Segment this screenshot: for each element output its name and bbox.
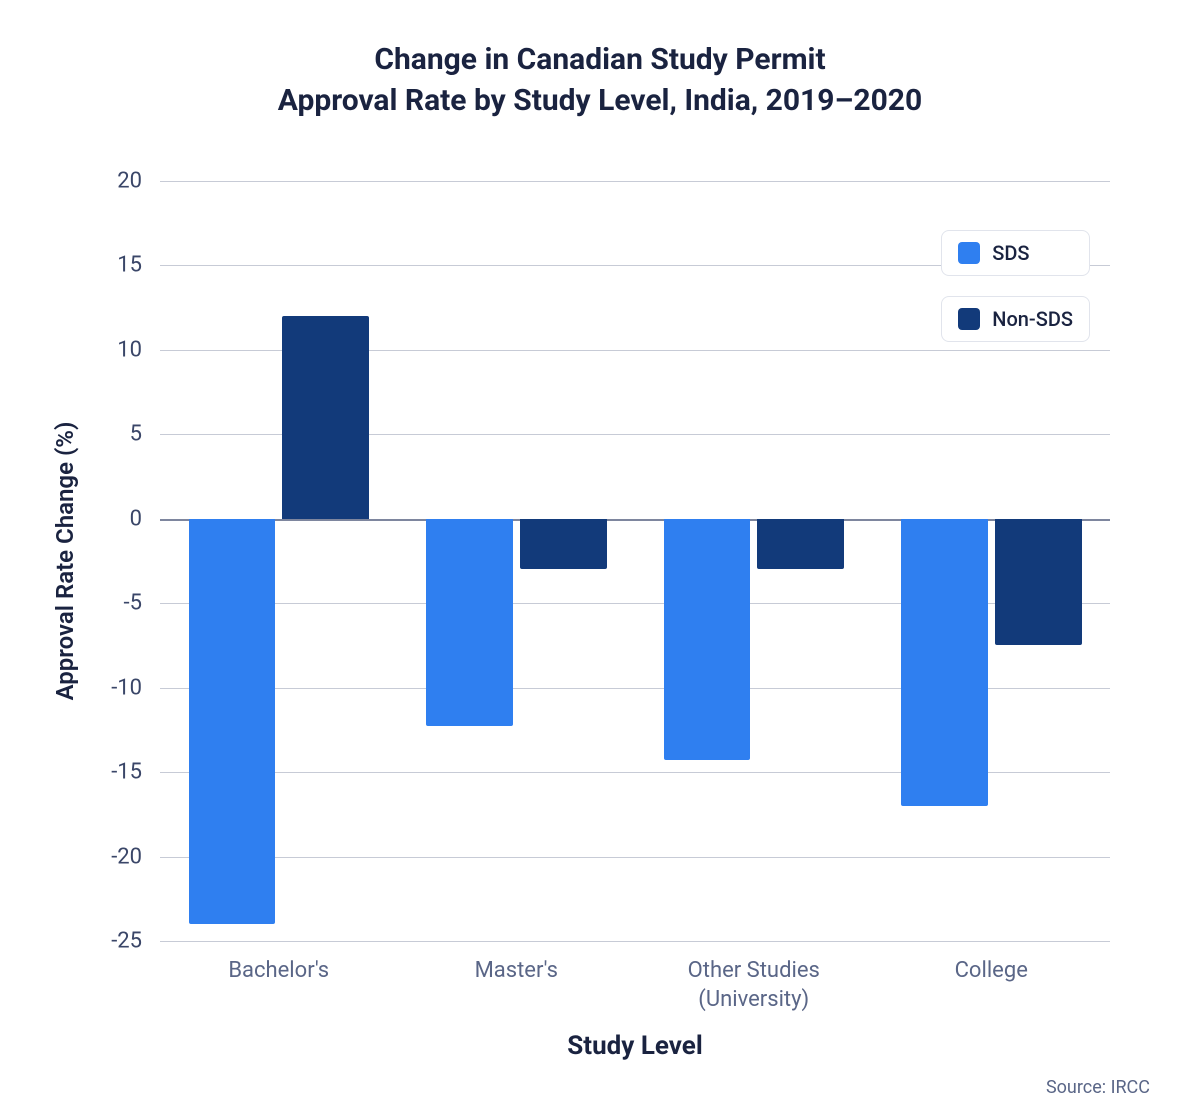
legend-swatch bbox=[958, 242, 980, 264]
x-tick-label: Master's bbox=[475, 957, 558, 986]
legend-label: Non-SDS bbox=[992, 307, 1073, 331]
y-tick-label: 10 bbox=[117, 337, 142, 362]
y-tick-label: 15 bbox=[117, 253, 142, 278]
y-tick-label: 5 bbox=[130, 422, 142, 447]
plot-area: Approval Rate Change (%) 20151050-5-10-1… bbox=[160, 181, 1110, 941]
y-tick-label: 20 bbox=[117, 169, 142, 194]
bar bbox=[189, 519, 276, 924]
bar bbox=[901, 519, 988, 806]
y-tick-label: -15 bbox=[111, 760, 142, 785]
bar bbox=[520, 519, 607, 570]
source-note: Source: IRCC bbox=[1046, 1077, 1150, 1098]
y-tick-label: 0 bbox=[130, 506, 142, 531]
legend-item: SDS bbox=[941, 230, 1090, 276]
legend: SDS Non-SDS bbox=[941, 230, 1090, 342]
y-tick-label: -20 bbox=[111, 844, 142, 869]
y-axis-title: Approval Rate Change (%) bbox=[51, 422, 79, 701]
bar bbox=[426, 519, 513, 727]
chart-title: Change in Canadian Study Permit Approval… bbox=[50, 40, 1150, 121]
legend-label: SDS bbox=[992, 241, 1029, 265]
bar bbox=[995, 519, 1082, 646]
y-tick-label: -5 bbox=[124, 591, 142, 616]
y-tick-label: -25 bbox=[111, 929, 142, 954]
x-axis-title: Study Level bbox=[567, 1031, 702, 1061]
legend-item: Non-SDS bbox=[941, 296, 1090, 342]
bar bbox=[282, 316, 369, 519]
gridline bbox=[160, 941, 1110, 942]
chart-container: Change in Canadian Study Permit Approval… bbox=[0, 0, 1200, 1120]
chart-title-line2: Approval Rate by Study Level, India, 201… bbox=[278, 83, 922, 118]
bar bbox=[757, 519, 844, 570]
legend-swatch bbox=[958, 308, 980, 330]
bar bbox=[664, 519, 751, 761]
chart-title-line1: Change in Canadian Study Permit bbox=[374, 42, 825, 77]
x-tick-label: College bbox=[955, 957, 1028, 986]
x-tick-label: Other Studies (University) bbox=[688, 957, 820, 1014]
x-tick-label: Bachelor's bbox=[228, 957, 329, 986]
y-tick-label: -10 bbox=[111, 675, 142, 700]
